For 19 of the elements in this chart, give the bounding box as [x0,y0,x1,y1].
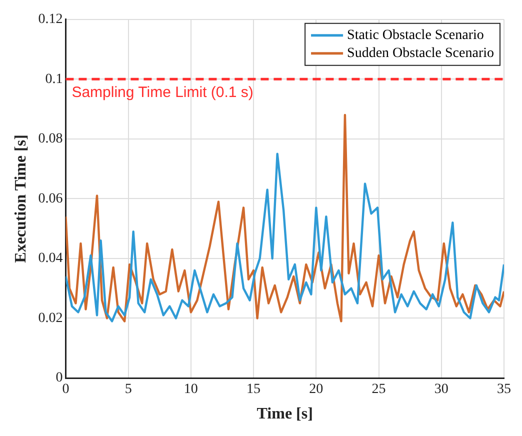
y-axis-title: Execution Time [s] [12,134,30,263]
y-tick-label: 0.06 [38,191,63,206]
x-tick-label: 25 [372,382,386,398]
ref-line-label: Sampling Time Limit (0.1 s) [72,84,254,101]
y-tick-label: 0.08 [38,132,63,147]
x-tick-label: 35 [497,382,511,398]
x-tick-label: 10 [184,382,198,398]
x-axis-title: Time [s] [256,406,313,423]
x-tick-label: 5 [124,382,132,398]
legend-label: Static Obstacle Scenario [347,28,484,44]
y-tick-label: 0.1 [45,72,63,87]
y-tick-label: 0 [56,370,63,386]
x-tick-label: 30 [434,382,448,398]
y-tick-label: 0.12 [38,12,63,28]
x-tick-label: 20 [309,382,324,398]
legend-label: Sudden Obstacle Scenario [347,46,494,62]
x-tick-label: 15 [246,382,261,398]
y-tick-label: 0.04 [38,251,63,266]
y-tick-label: 0.02 [38,310,63,326]
